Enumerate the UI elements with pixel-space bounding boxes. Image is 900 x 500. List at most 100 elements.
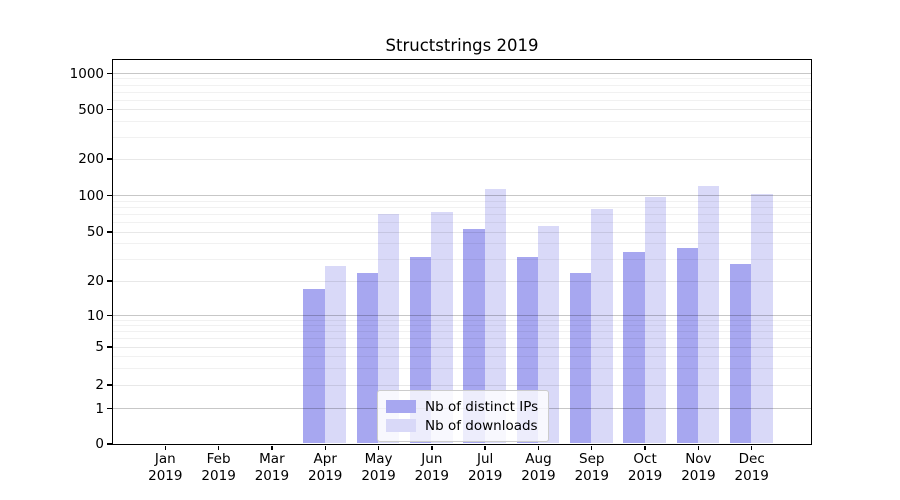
- x-tick-mark: [164, 445, 166, 450]
- bar-distinct-ips-oct: [623, 252, 645, 444]
- x-tick-mark: [217, 445, 220, 450]
- bar-downloads-jul: [484, 189, 506, 444]
- x-tick-label-jun: Jun 2019: [400, 451, 464, 485]
- x-tick-month: Jan: [154, 451, 176, 467]
- y-tick-mark: [107, 443, 112, 445]
- y-tick-mark: [107, 72, 112, 75]
- bar-downloads-nov: [697, 186, 720, 444]
- x-tick-label-feb: Feb 2019: [187, 451, 251, 485]
- x-tick-mark: [644, 445, 646, 450]
- x-tick-label-mar: Mar 2019: [240, 451, 304, 485]
- x-tick-year: 2019: [361, 468, 396, 484]
- bar-distinct-ips-sep: [569, 273, 592, 444]
- gridline-major: [112, 73, 811, 74]
- gridline: [112, 158, 811, 160]
- legend-label-distinct-ips: Nb of distinct IPs: [425, 398, 539, 415]
- y-tick-mark: [107, 346, 112, 348]
- bar-distinct-ips-nov: [676, 247, 698, 444]
- gridline: [112, 109, 811, 110]
- bar-distinct-ips-jul: [463, 229, 485, 444]
- y-tick-label: 100: [78, 187, 104, 204]
- x-tick-mark: [697, 445, 700, 450]
- x-tick-month: Oct: [633, 451, 657, 467]
- y-tick-mark: [107, 158, 112, 160]
- gridline: [112, 280, 811, 282]
- x-tick-year: 2019: [201, 468, 236, 484]
- y-tick-label: 500: [78, 101, 104, 118]
- x-tick-year: 2019: [254, 468, 290, 484]
- legend: Nb of distinct IPs Nb of downloads: [377, 390, 550, 442]
- gridline-minor: [112, 84, 811, 86]
- legend-swatch-distinct-ips: [386, 400, 416, 413]
- gridline-minor: [112, 136, 811, 138]
- bar-distinct-ips-apr: [303, 288, 325, 444]
- x-tick-label-jan: Jan 2019: [133, 451, 197, 485]
- gridline: [112, 384, 811, 386]
- legend-swatch-downloads: [386, 419, 416, 432]
- x-tick-label-aug: Aug 2019: [506, 451, 570, 485]
- y-tick-mark: [107, 407, 112, 410]
- x-tick-year: 2019: [148, 468, 183, 484]
- legend-row-downloads: Nb of downloads: [386, 417, 538, 434]
- x-tick-month: Apr: [313, 451, 337, 467]
- gridline-minor: [112, 91, 811, 93]
- gridline-minor: [112, 258, 811, 260]
- gridline-minor: [112, 338, 811, 340]
- bar-downloads-jun: [431, 212, 453, 444]
- x-tick-month: Mar: [259, 451, 285, 467]
- x-tick-month: Nov: [685, 451, 712, 467]
- bar-distinct-ips-dec: [729, 264, 752, 444]
- x-tick-mark: [537, 445, 540, 450]
- x-tick-label-nov: Nov 2019: [666, 451, 730, 485]
- x-tick-month: Feb: [206, 451, 231, 467]
- gridline-minor: [112, 213, 811, 215]
- gridline-minor: [112, 319, 811, 321]
- x-tick-mark: [377, 445, 380, 450]
- x-tick-mark: [324, 445, 326, 450]
- gridline-minor: [112, 99, 811, 101]
- y-tick-label: 0: [95, 436, 104, 452]
- gridline-minor: [112, 221, 811, 223]
- bar-downloads-may: [378, 213, 400, 444]
- gridline-minor: [112, 200, 811, 202]
- x-tick-label-may: May 2019: [347, 451, 411, 485]
- y-tick-label: 200: [78, 151, 104, 167]
- x-tick-month: Jun: [421, 451, 443, 467]
- y-tick-label: 1: [95, 400, 104, 417]
- plot-area: [111, 58, 812, 445]
- x-tick-mark: [591, 445, 593, 450]
- x-tick-mark: [751, 445, 753, 450]
- y-tick-label: 50: [86, 224, 104, 240]
- x-tick-year: 2019: [627, 468, 663, 484]
- bar-distinct-ips-may: [356, 273, 379, 444]
- x-tick-mark: [271, 445, 273, 450]
- y-tick-mark: [107, 231, 112, 233]
- x-tick-year: 2019: [414, 468, 450, 484]
- gridline-minor: [112, 367, 811, 369]
- x-tick-year: 2019: [521, 468, 556, 484]
- x-tick-mark: [484, 445, 486, 450]
- x-tick-month: Aug: [525, 451, 552, 467]
- gridline-minor: [112, 243, 811, 245]
- x-tick-label-oct: Oct 2019: [613, 451, 677, 485]
- x-tick-year: 2019: [467, 468, 503, 484]
- legend-row-distinct-ips: Nb of distinct IPs: [386, 398, 538, 415]
- x-tick-label-sep: Sep 2019: [560, 451, 624, 485]
- x-tick-label-dec: Dec 2019: [720, 451, 784, 485]
- y-tick-mark: [107, 384, 112, 386]
- x-tick-year: 2019: [308, 468, 343, 484]
- y-tick-label: 10: [86, 307, 104, 324]
- gridline-minor: [112, 78, 811, 80]
- bar-downloads-apr: [324, 266, 347, 444]
- x-tick-month: May: [364, 451, 393, 467]
- x-tick-year: 2019: [734, 468, 769, 484]
- gridline: [112, 346, 811, 348]
- gridline-major: [112, 315, 811, 317]
- x-tick-label-jul: Jul 2019: [453, 451, 517, 485]
- y-tick-mark: [107, 315, 112, 317]
- bar-downloads-oct: [644, 197, 666, 444]
- bar-downloads-aug: [537, 225, 560, 444]
- gridline-minor: [112, 325, 811, 327]
- gridline-minor: [112, 206, 811, 208]
